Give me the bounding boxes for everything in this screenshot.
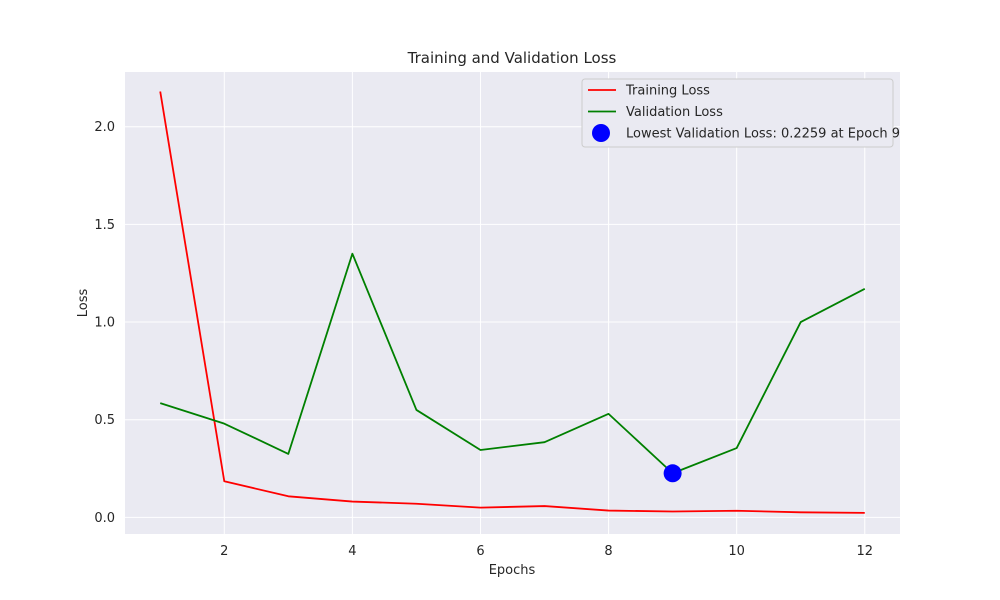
x-tick-label: 10 bbox=[728, 544, 745, 559]
annotations bbox=[663, 464, 682, 483]
legend-label: Validation Loss bbox=[626, 105, 723, 120]
legend-swatch bbox=[592, 124, 610, 142]
x-tick-label: 12 bbox=[856, 544, 873, 559]
legend: Training Loss Validation Loss Lowest Valid… bbox=[581, 78, 900, 148]
validation-loss-line bbox=[159, 252, 866, 475]
y-tick-label: 2.0 bbox=[94, 120, 115, 135]
legend-label: Training Loss bbox=[625, 84, 710, 99]
x-tick-label: 2 bbox=[220, 544, 228, 559]
x-tick-label: 6 bbox=[476, 544, 484, 559]
x-axis-label: Epochs bbox=[489, 563, 536, 578]
legend-label: Lowest Validation Loss: 0.2259 at Epoch … bbox=[626, 127, 900, 142]
lowest-validation-loss-marker bbox=[663, 464, 682, 483]
y-tick-label: 1.5 bbox=[94, 218, 115, 233]
training-loss-line bbox=[159, 91, 865, 514]
y-tick-label: 0.0 bbox=[94, 511, 115, 526]
y-tick-label: 0.5 bbox=[94, 413, 115, 428]
x-tick-label: 4 bbox=[348, 544, 356, 559]
plot-area bbox=[125, 72, 900, 534]
series-lines bbox=[159, 91, 866, 514]
grid bbox=[125, 72, 900, 534]
y-axis-label: Loss bbox=[76, 289, 91, 318]
ticks: 2 4 6 8 10 12 0.0 0.5 1.0 1.5 2.0 bbox=[94, 120, 873, 559]
y-tick-label: 1.0 bbox=[94, 316, 115, 331]
x-tick-label: 8 bbox=[604, 544, 612, 559]
legend-box bbox=[581, 78, 894, 148]
chart-title: Training and Validation Loss bbox=[407, 49, 617, 67]
